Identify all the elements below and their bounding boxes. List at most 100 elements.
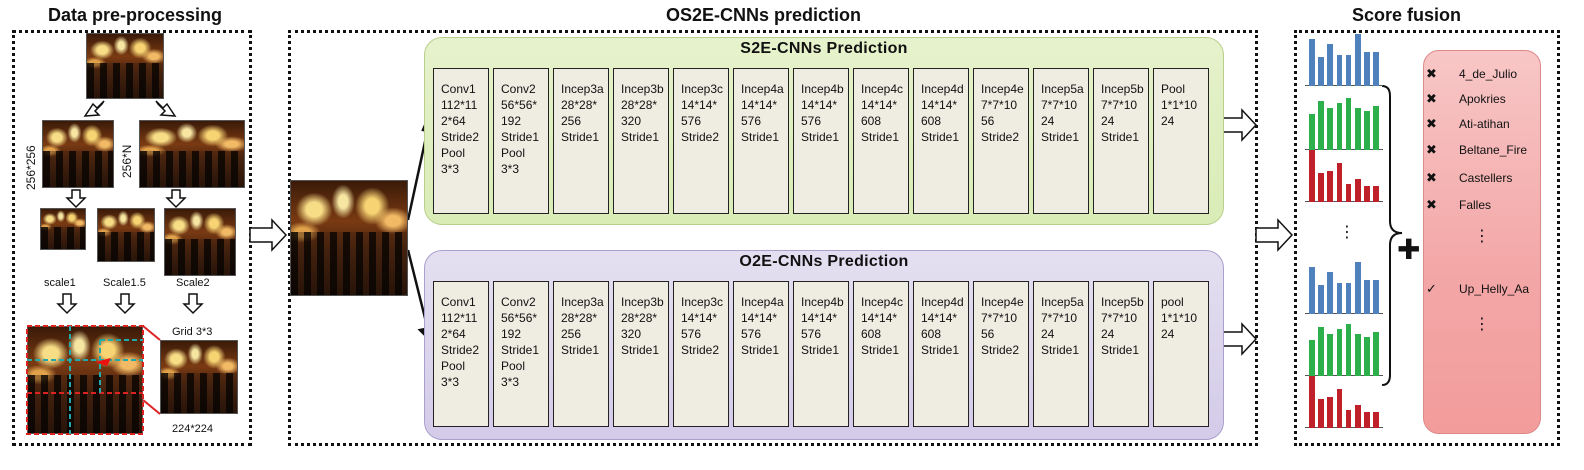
s2e-layer-4: Incep3b 28*28* 320 Stride1 (613, 68, 669, 214)
score-bar (1355, 334, 1361, 376)
score-bar (1309, 376, 1315, 428)
pre-arrows (56, 100, 1294, 356)
class-vdots-1: ⋮ (1474, 228, 1490, 245)
bars-vdots: ⋮ (1339, 224, 1355, 241)
cross-icon: ✖ (1426, 197, 1437, 212)
o2e-layer-6: Incep4a 14*14* 576 Stride1 (733, 281, 789, 427)
bar-group-1 (1305, 34, 1383, 86)
arrow-down-s1 (56, 293, 78, 315)
s2e-layer-1: Conv1 112*11 2*64 Stride2 Pool 3*3 (433, 68, 489, 214)
o2e-layer-1: Conv1 112*11 2*64 Stride2 Pool 3*3 (433, 281, 489, 427)
class-label: Ati-atihan (1459, 117, 1510, 131)
arrow-right-to-cnn (249, 218, 288, 252)
o2e-layer-2: Conv2 56*56* 192 Stride1 Pool 3*3 (493, 281, 549, 427)
s2e-title: S2E-CNNs Prediction (740, 40, 908, 57)
score-bar (1364, 52, 1370, 86)
arrow-down-s2 (182, 293, 204, 315)
s2e-layer-5: Incep3c 14*14* 576 Stride2 (673, 68, 729, 214)
score-bar (1355, 262, 1361, 314)
score-bar (1327, 44, 1333, 86)
scale15-image (97, 208, 155, 262)
score-bar (1373, 280, 1379, 314)
resized-aspect-image (139, 120, 245, 188)
grid-label: Grid 3*3 (172, 326, 213, 338)
fusion-bracket (1381, 85, 1403, 386)
crop-image (160, 340, 238, 414)
score-bar (1309, 150, 1315, 202)
class-label: Up_Helly_Aa (1459, 282, 1530, 296)
s2e-layer-13: Pool 1*1*10 24 (1153, 68, 1209, 214)
cross-icon: ✖ (1426, 170, 1437, 185)
score-bar (1345, 282, 1352, 314)
score-bar (1345, 183, 1352, 202)
class-label: 4_de_Julio (1459, 67, 1518, 81)
fusion-title: Score fusion (1352, 5, 1462, 25)
network-input-image (290, 180, 408, 296)
score-bar (1327, 108, 1333, 150)
fusion-plus-icon: ✚ (1397, 234, 1421, 265)
cross-icon: ✖ (1426, 66, 1437, 81)
score-bar (1355, 108, 1361, 150)
scale-label-2: Scale1.5 (103, 277, 146, 289)
score-bar (1327, 334, 1333, 376)
score-bar (1318, 100, 1324, 150)
scale2-image (164, 208, 236, 276)
o2e-layer-10: Incep4e 7*7*10 56 Stride2 (973, 281, 1029, 427)
cross-icon: ✖ (1426, 116, 1437, 131)
arrow-down-s15 (114, 293, 136, 315)
score-bar (1345, 324, 1352, 376)
s2e-layer-11: Incep5a 7*7*10 24 Stride1 (1033, 68, 1089, 214)
score-bar (1327, 170, 1333, 202)
scale1-image (40, 208, 86, 250)
score-bar (1318, 173, 1324, 202)
score-bar (1336, 103, 1343, 150)
o2e-layer-13: pool 1*1*10 24 (1153, 281, 1209, 427)
bar-baseline (1305, 85, 1383, 86)
score-bar (1327, 272, 1333, 314)
score-bar (1345, 54, 1352, 86)
o2e-layer-8: Incep4c 14*14* 608 Stride1 (853, 281, 909, 427)
score-bar (1336, 282, 1343, 314)
score-bar (1327, 396, 1333, 428)
o2e-layer-4: Incep3b 28*28* 320 Stride1 (613, 281, 669, 427)
score-bar (1355, 178, 1361, 202)
score-bar (1318, 57, 1324, 86)
bar-baseline (1305, 149, 1383, 150)
check-icon: ✓ (1426, 281, 1437, 296)
o2e-layer-7: Incep4b 14*14* 576 Stride1 (793, 281, 849, 427)
score-bar (1364, 280, 1370, 314)
score-bar (1318, 285, 1324, 314)
arrow-down-right (155, 100, 177, 117)
preprocessing-title: Data pre-processing (48, 5, 223, 25)
score-bar (1373, 331, 1379, 376)
o2e-title: O2E-CNNs Prediction (739, 253, 909, 270)
grid-overlay (26, 325, 161, 435)
score-bar (1364, 111, 1370, 150)
class-label: Castellers (1459, 171, 1513, 185)
s2e-layer-7: Incep4b 14*14* 576 Stride1 (793, 68, 849, 214)
score-bar (1373, 186, 1379, 202)
score-bar (1355, 404, 1361, 428)
score-bar (1373, 105, 1379, 150)
score-bar (1336, 163, 1343, 202)
class-label: Apokries (1459, 92, 1506, 106)
score-bar (1364, 337, 1370, 376)
score-bar (1318, 399, 1324, 428)
score-bar (1355, 34, 1361, 86)
s2e-layer-6: Incep4a 14*14* 576 Stride1 (733, 68, 789, 214)
bar-group-2 (1305, 98, 1383, 150)
source-image (86, 33, 164, 99)
bar-group-4 (1305, 262, 1383, 314)
o2e-layer-11: Incep5a 7*7*10 24 Stride1 (1033, 281, 1089, 427)
arrow-down-scale2 (165, 189, 187, 209)
bar-baseline (1305, 375, 1383, 376)
bar-group-3 (1305, 150, 1383, 202)
bar-group-6 (1305, 376, 1383, 428)
score-bar (1345, 98, 1352, 150)
score-bar (1364, 412, 1370, 428)
score-bar (1336, 389, 1343, 428)
s2e-layer-12: Incep5b 7*7*10 24 Stride1 (1093, 68, 1149, 214)
class-label: Beltane_Fire (1459, 143, 1528, 157)
o2e-layer-5: Incep3c 14*14* 576 Stride2 (673, 281, 729, 427)
